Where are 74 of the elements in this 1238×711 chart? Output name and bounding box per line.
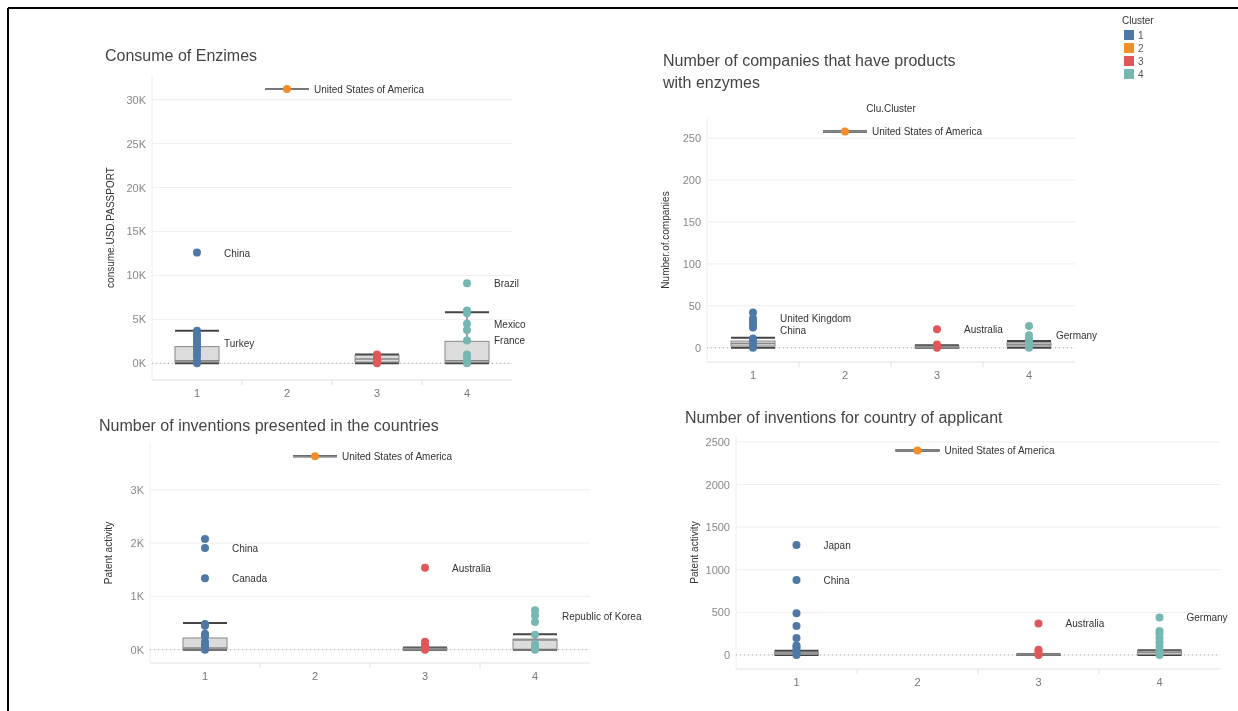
x-tick-label: 4 (463, 387, 471, 399)
legend-label: 3 (1138, 56, 1144, 67)
y-tick-label: 10K (126, 269, 147, 282)
y-tick-label: 20K (126, 181, 147, 194)
y-tick-label: 0 (694, 341, 701, 354)
y-tick-label: 500 (711, 606, 730, 619)
x-tick-label: 3 (933, 369, 941, 381)
annotation: Turkey (224, 338, 255, 350)
y-tick-label: 25K (126, 137, 147, 150)
x-tick-label: 3 (373, 387, 381, 399)
y-tick-label: 0K (132, 357, 147, 370)
annotation: Mexico (494, 318, 527, 330)
y-tick-label: 1500 (705, 521, 730, 534)
annotation: Japan (823, 540, 851, 552)
legend-title: Cluster (1122, 15, 1155, 26)
annotation: China (232, 542, 259, 554)
y-tick-label: 1K (130, 590, 145, 603)
annotation: United States of America (872, 126, 983, 138)
x-tick-label: 4 (531, 670, 539, 682)
annotation: Germany (1186, 612, 1228, 624)
y-axis-title: Patent activity (103, 521, 114, 585)
annotation: Australia (1065, 618, 1105, 630)
chart-title: Number of companies that have products with enzymes (662, 52, 956, 91)
annotation: United States of America (314, 84, 425, 96)
chart-title: Consume of Enzimes (105, 47, 258, 64)
x-tick-label: 2 (283, 387, 291, 399)
y-axis-title: consume.USD.PASSPORT (105, 167, 116, 288)
annotation: Brazil (494, 278, 520, 290)
y-tick-label: 3K (130, 483, 145, 496)
y-tick-label: 250 (682, 132, 701, 145)
x-axis-title: Clu.Cluster (866, 103, 917, 114)
x-tick-label: 1 (749, 369, 757, 381)
x-tick-label: 1 (193, 387, 201, 399)
annotation: Germany (1056, 330, 1098, 342)
y-tick-label: 1000 (705, 563, 730, 576)
chart-title: Number of inventions for country of applicant (685, 409, 1004, 426)
legend-label: 2 (1138, 43, 1144, 54)
annotation: France (494, 335, 526, 347)
annotation: China (780, 325, 807, 337)
annotation: China (823, 574, 851, 586)
y-tick-label: 0 (723, 648, 730, 661)
y-tick-label: 2500 (705, 435, 730, 448)
annotation: Australia (452, 562, 492, 574)
y-tick-label: 30K (126, 93, 147, 106)
chart-title: Number of inventions presented in the countries (99, 417, 439, 434)
y-axis-title: Number.of.companies (660, 191, 671, 289)
x-tick-label: 2 (311, 670, 319, 682)
annotation: United Kingdom (780, 313, 852, 325)
y-tick-label: 50 (688, 299, 701, 312)
legend-label: 4 (1138, 69, 1144, 80)
x-tick-label: 2 (841, 369, 849, 381)
y-tick-label: 2000 (705, 478, 730, 491)
x-tick-label: 1 (201, 670, 209, 682)
x-tick-label: 1 (793, 676, 800, 688)
y-tick-label: 2K (130, 537, 145, 550)
annotation: United States of America (944, 445, 1055, 457)
y-tick-label: 200 (682, 174, 701, 187)
annotation: China (224, 247, 251, 259)
x-tick-label: 4 (1156, 676, 1163, 688)
y-tick-label: 15K (126, 225, 147, 238)
y-axis-title: Patent activity (689, 521, 700, 584)
x-tick-label: 3 (1035, 676, 1042, 688)
y-tick-label: 5K (132, 313, 147, 326)
annotation: United States of America (342, 451, 453, 463)
legend-label: 1 (1138, 30, 1144, 41)
annotation: Republic of Korea (562, 610, 642, 622)
x-tick-label: 3 (421, 670, 429, 682)
y-tick-label: 150 (682, 215, 701, 228)
x-tick-label: 4 (1025, 369, 1033, 381)
y-tick-label: 0K (130, 643, 145, 656)
annotation: Australia (964, 324, 1004, 336)
x-tick-label: 2 (914, 676, 921, 688)
y-tick-label: 100 (682, 257, 701, 270)
annotation: Canada (232, 573, 268, 585)
